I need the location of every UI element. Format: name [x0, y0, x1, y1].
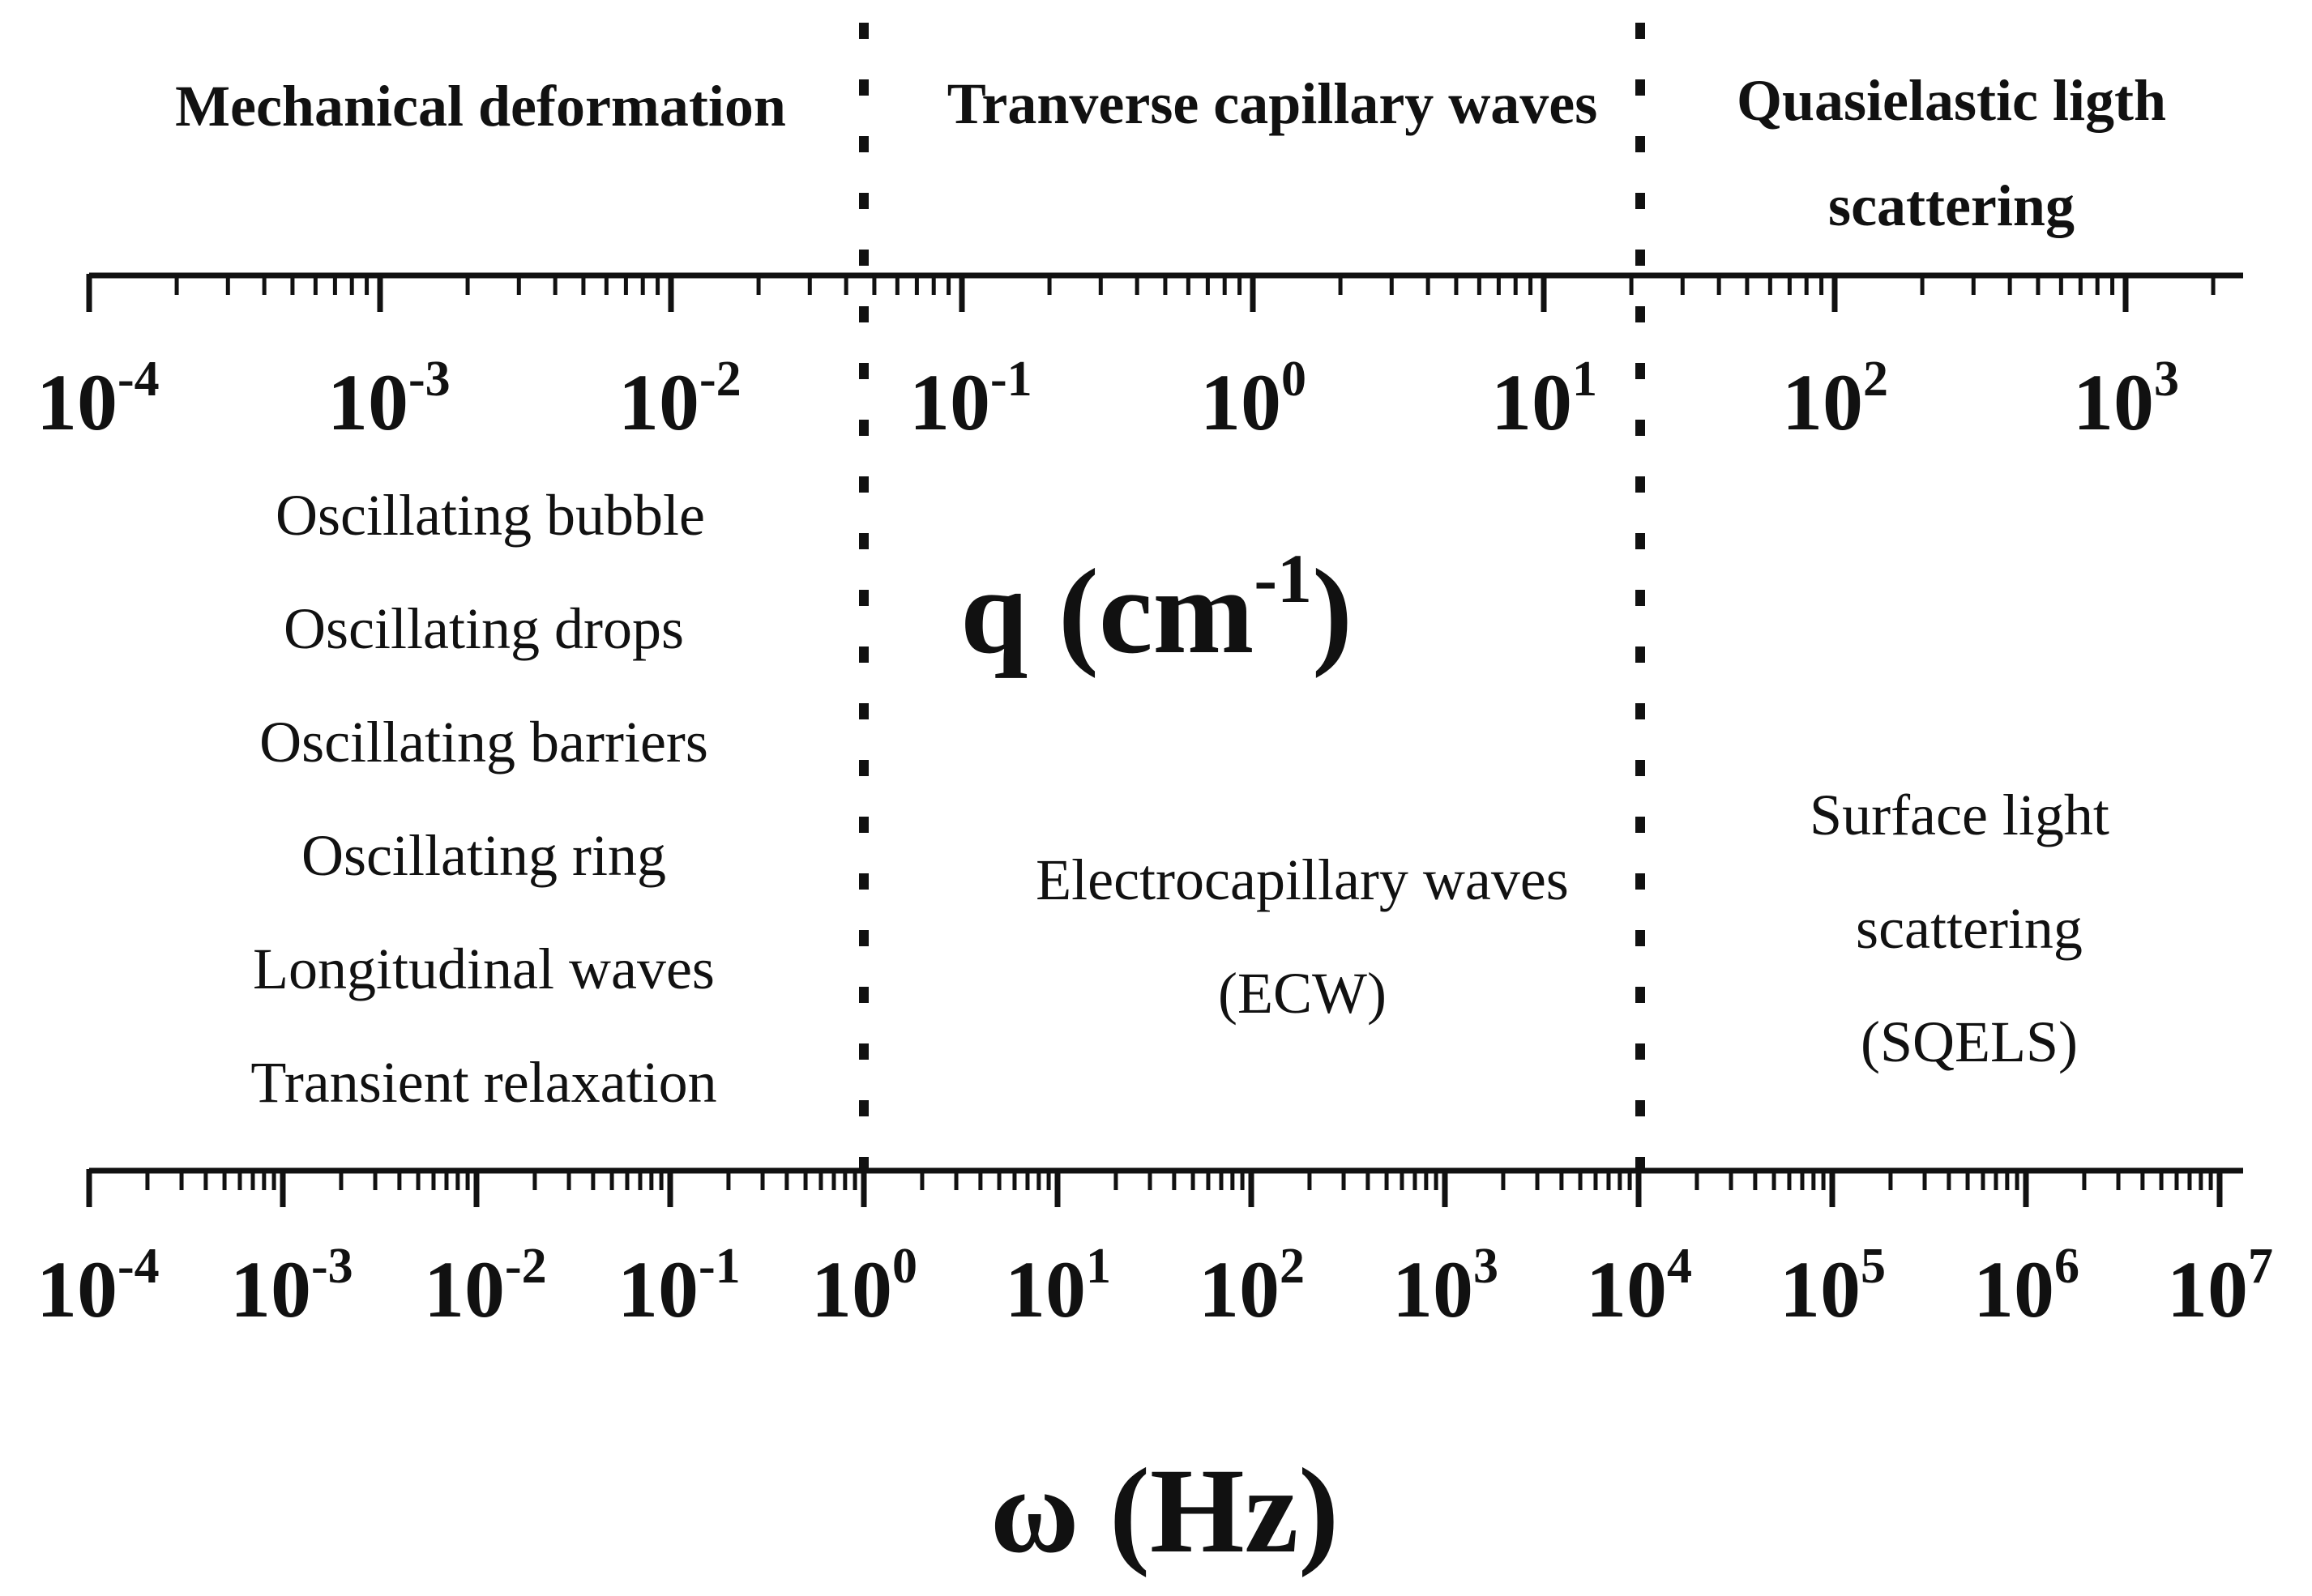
- q-axis-tick-label: 10-2: [618, 352, 741, 447]
- omega-axis-tick-label: 10-3: [230, 1239, 353, 1334]
- technique-electrocapillary-waves: Electrocapillary waves: [1036, 847, 1569, 912]
- technique-oscillating-bubble: Oscillating bubble: [276, 483, 705, 548]
- q-axis-title-close: ): [1312, 544, 1353, 679]
- omega-axis-tick-label: 100: [811, 1239, 917, 1334]
- q-axis-title-base: q (cm: [960, 544, 1254, 679]
- q-axis-title-exponent: -1: [1254, 540, 1312, 617]
- q-axis-tick-label: 10-3: [327, 352, 451, 447]
- region-title-quasielastic-line2: scattering: [1828, 173, 2075, 238]
- omega-axis-tick-labels: 10-4 10-3 10-2 10-1 100 101 102 103 104 105 106 107: [36, 1239, 2273, 1334]
- q-axis-tick-labels: 10-4 10-3 10-2 10-1 100 101 102 103: [36, 352, 2179, 447]
- technique-ecw: (ECW): [1218, 961, 1387, 1026]
- technique-scattering: scattering: [1856, 896, 2083, 961]
- transverse-techniques: Electrocapillary waves (ECW): [1036, 847, 1569, 1026]
- q-axis-tick-label: 102: [1782, 352, 1888, 447]
- omega-axis: 10-4 10-3 10-2 10-1 100 101 102 103 104 105 106 107: [36, 1167, 2273, 1334]
- omega-axis-tick-label: 10-1: [618, 1239, 741, 1334]
- omega-axis-tick-label: 104: [1586, 1239, 1692, 1334]
- omega-axis-tick-label: 10-2: [424, 1239, 547, 1334]
- q-axis-title: q (cm-1): [960, 540, 1353, 679]
- omega-axis-tick-label: 101: [1005, 1239, 1111, 1334]
- technique-longitudinal-waves: Longitudinal waves: [253, 937, 715, 1001]
- technique-oscillating-barriers: Oscillating barriers: [259, 710, 708, 775]
- q-axis-tick-label: 10-1: [909, 352, 1032, 447]
- technique-oscillating-drops: Oscillating drops: [284, 596, 684, 661]
- technique-surface-light: Surface light: [1810, 783, 2109, 847]
- q-axis-ticks: [86, 274, 2216, 312]
- omega-axis-tick-label: 10-4: [36, 1239, 160, 1334]
- omega-axis-title: ω (Hz): [990, 1444, 1339, 1578]
- region-title-mechanical: Mechanical deformation: [175, 74, 786, 139]
- mechanical-techniques: Oscillating bubble Oscillating drops Osc…: [250, 483, 716, 1115]
- q-axis-tick-label: 10-4: [36, 352, 160, 447]
- technique-sqels: (SQELS): [1861, 1009, 2078, 1074]
- region-boundaries: [859, 23, 1645, 1191]
- omega-axis-tick-label: 106: [1973, 1239, 2079, 1334]
- region-title-transverse: Tranverse capillary waves: [947, 71, 1598, 136]
- omega-axis-tick-label: 107: [2167, 1239, 2273, 1334]
- q-axis: 10-4 10-3 10-2 10-1 100 101 102 103: [36, 272, 2243, 447]
- q-axis-tick-label: 101: [1491, 352, 1597, 447]
- technique-transient-relaxation: Transient relaxation: [250, 1050, 716, 1115]
- omega-axis-tick-label: 105: [1780, 1239, 1886, 1334]
- omega-axis-ticks: [86, 1169, 2223, 1207]
- region-title-quasielastic-line1: Quasielastic ligth: [1737, 68, 2166, 133]
- q-axis-tick-label: 100: [1200, 352, 1306, 447]
- quasielastic-techniques: Surface light scattering (SQELS): [1810, 783, 2109, 1074]
- q-axis-tick-label: 103: [2073, 352, 2179, 447]
- omega-axis-tick-label: 102: [1199, 1239, 1305, 1334]
- technique-oscillating-ring: Oscillating ring: [301, 823, 666, 888]
- omega-axis-tick-label: 103: [1392, 1239, 1498, 1334]
